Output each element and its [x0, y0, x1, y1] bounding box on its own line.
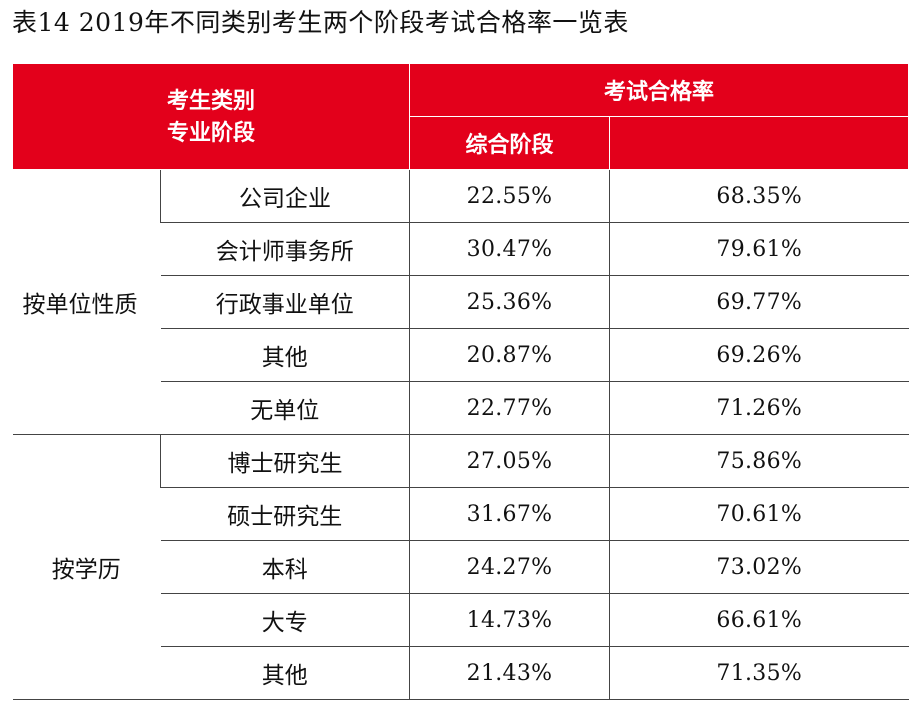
comprehensive-rate: 27.05% [409, 434, 610, 488]
professional-rate: 68.35% [609, 169, 909, 223]
row-name: 本科 [160, 540, 410, 594]
header-category: 考生类别 专业阶段 [11, 63, 411, 170]
table-row: 按单位性质 公司企业 22.55% 68.35% [12, 169, 909, 435]
table-row: 行政事业单位 25.36% 69.77% [13, 275, 909, 329]
table-row: 大专 14.73% 66.61% [13, 593, 909, 647]
professional-rate: 79.61% [609, 222, 909, 276]
row-name: 无单位 [160, 381, 410, 435]
row-name: 公司企业 [159, 169, 410, 223]
comprehensive-rate: 20.87% [409, 328, 610, 382]
row-name: 大专 [160, 593, 410, 647]
table-row: 会计师事务所 30.47% 79.61% [13, 222, 909, 276]
header-professional [609, 116, 910, 170]
professional-rate: 69.26% [609, 328, 909, 382]
header-category-line2: 专业阶段 [167, 119, 256, 146]
comprehensive-rate: 22.77% [409, 381, 610, 435]
table-row: 其他 20.87% 69.26% [13, 328, 909, 382]
table-header: 考生类别 专业阶段 考试合格率 综合阶段 [11, 63, 910, 170]
header-pass-rate: 考试合格率 [409, 63, 910, 117]
row-name: 硕士研究生 [160, 487, 410, 541]
header-comprehensive: 综合阶段 [409, 116, 611, 170]
professional-rate: 66.61% [609, 593, 909, 647]
group-label: 按单位性质 [12, 169, 161, 435]
professional-rate: 70.61% [609, 487, 909, 541]
professional-rate: 73.02% [609, 540, 909, 594]
comprehensive-rate: 24.27% [409, 540, 610, 594]
table-row: 硕士研究生 31.67% 70.61% [13, 487, 909, 541]
header-category-line1: 考生类别 [167, 87, 256, 114]
table-row: 无单位 22.77% 71.26% [13, 381, 909, 435]
table-row: 其他 21.43% 71.35% [13, 646, 909, 700]
comprehensive-rate: 21.43% [409, 646, 610, 700]
comprehensive-rate: 31.67% [409, 487, 610, 541]
row-name: 会计师事务所 [160, 222, 410, 276]
comprehensive-rate: 14.73% [409, 593, 610, 647]
professional-rate: 71.26% [609, 381, 909, 435]
comprehensive-rate: 22.55% [409, 169, 610, 223]
row-name: 行政事业单位 [160, 275, 410, 329]
table-caption: 表14 2019年不同类别考生两个阶段考试合格率一览表 [12, 8, 629, 37]
row-name: 博士研究生 [159, 434, 410, 488]
comprehensive-rate: 25.36% [409, 275, 610, 329]
comprehensive-rate: 30.47% [409, 222, 610, 276]
table-row: 本科 24.27% 73.02% [13, 540, 909, 594]
table-body: 按单位性质 公司企业 22.55% 68.35% 会计师事务所 30.47% 7… [12, 169, 909, 700]
professional-rate: 75.86% [609, 434, 909, 488]
row-name: 其他 [160, 646, 410, 700]
professional-rate: 71.35% [609, 646, 909, 700]
group-label: 按学历 [12, 434, 161, 700]
professional-rate: 69.77% [609, 275, 909, 329]
row-name: 其他 [160, 328, 410, 382]
pass-rate-table: 考生类别 专业阶段 考试合格率 综合阶段 按单位性质 公司企业 22.55% 6… [11, 63, 910, 700]
table-row: 按学历 博士研究生 27.05% 75.86% [12, 434, 909, 700]
